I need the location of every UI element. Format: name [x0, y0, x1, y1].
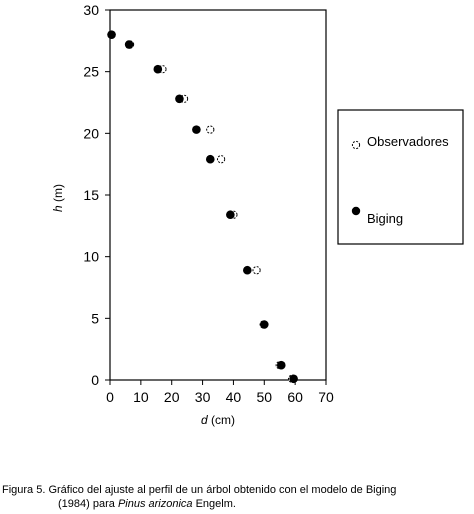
x-tick-label: 20 — [164, 389, 180, 405]
point-biging — [124, 40, 134, 49]
x-tick-label: 70 — [318, 389, 334, 405]
figure-caption: Figura 5. Gráfico del ajuste al perfil d… — [2, 483, 472, 511]
point-biging — [243, 265, 252, 275]
y-tick-label: 20 — [83, 125, 99, 141]
point-biging — [226, 210, 235, 220]
point-biging — [107, 30, 116, 39]
plot-frame — [109, 9, 327, 381]
legend-label-biging: Biging — [367, 211, 403, 226]
x-tick-label: 60 — [287, 389, 303, 405]
point-observadores — [216, 155, 226, 164]
legend: Observadores Biging — [337, 109, 464, 245]
data-points — [107, 30, 298, 384]
y-axis-ticks: 0 5 10 15 20 25 30 — [83, 2, 110, 388]
x-tick-label: 0 — [106, 389, 114, 405]
y-tick-label: 5 — [91, 310, 99, 326]
legend-box — [337, 109, 464, 245]
caption-line-1: Figura 5. Gráfico del ajuste al perfil d… — [2, 484, 397, 496]
y-tick-label: 25 — [83, 64, 99, 80]
point-biging — [276, 360, 286, 370]
point-biging — [153, 64, 163, 74]
point-biging — [259, 320, 269, 329]
point-biging — [289, 374, 298, 384]
y-axis-label: h (m) — [51, 184, 65, 212]
x-tick-label: 40 — [226, 389, 242, 405]
legend-marker-biging — [351, 206, 361, 216]
legend-marker-observadores — [351, 140, 361, 150]
y-tick-label: 0 — [91, 372, 99, 388]
point-biging — [175, 94, 184, 104]
y-tick-label: 30 — [83, 2, 99, 18]
legend-label-observadores: Observadores — [367, 134, 449, 149]
point-observadores — [252, 266, 261, 275]
x-axis-ticks: 0 10 20 30 40 50 60 70 — [106, 380, 334, 405]
point-biging — [192, 125, 201, 134]
x-tick-label: 10 — [133, 389, 149, 405]
y-tick-label: 10 — [83, 249, 99, 265]
x-axis-label: d (cm) — [201, 413, 235, 427]
point-observadores — [206, 125, 215, 134]
y-tick-label: 15 — [83, 187, 99, 203]
point-biging — [205, 154, 215, 164]
x-tick-label: 30 — [195, 389, 211, 405]
x-tick-label: 50 — [256, 389, 272, 405]
caption-line-2: (1984) para Pinus arizonica Engelm. — [58, 498, 236, 510]
chart-figure: 0 5 10 15 20 25 30 0 10 20 30 40 50 60 70 d (cm) h (m… — [51, 2, 464, 427]
